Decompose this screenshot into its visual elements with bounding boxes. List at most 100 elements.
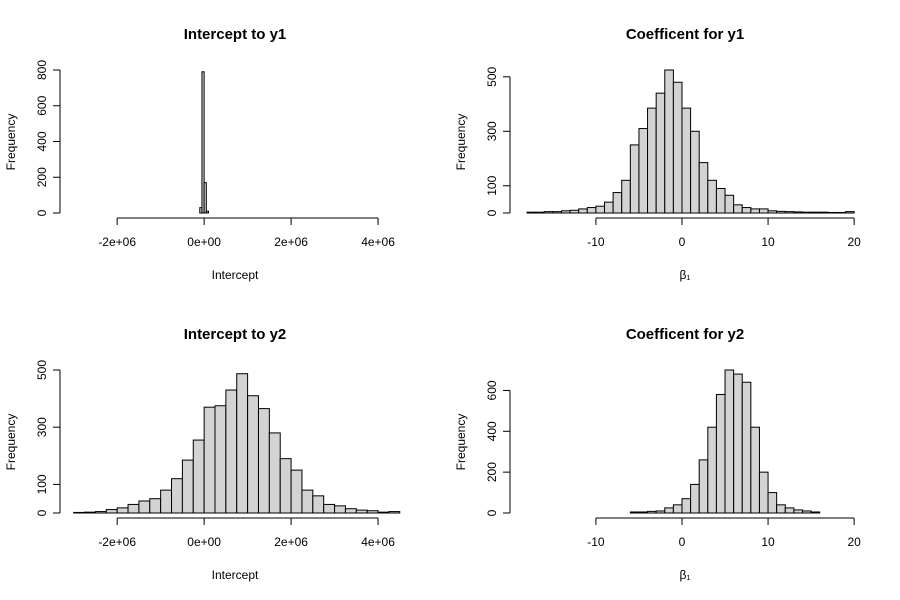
chart-title: Coefficent for y1 bbox=[626, 26, 744, 43]
bar bbox=[84, 511, 96, 514]
bar bbox=[344, 508, 357, 514]
bar bbox=[192, 439, 205, 514]
y-tick-label: 300 bbox=[485, 121, 499, 141]
bar bbox=[569, 209, 580, 214]
bar bbox=[116, 507, 129, 514]
bar bbox=[73, 511, 86, 514]
bar bbox=[793, 211, 803, 214]
bar bbox=[647, 510, 657, 514]
bar bbox=[733, 373, 743, 514]
bar bbox=[690, 130, 700, 214]
bar bbox=[827, 211, 838, 214]
bar bbox=[707, 426, 717, 514]
bar bbox=[323, 503, 336, 514]
x-tick-label: 0e+00 bbox=[187, 235, 221, 249]
bar bbox=[535, 211, 545, 214]
bar bbox=[138, 500, 151, 514]
y-tick-label: 0 bbox=[485, 509, 499, 516]
bar bbox=[149, 498, 162, 514]
chart-title: Intercept to y1 bbox=[184, 26, 287, 43]
y-tick-label: 500 bbox=[35, 360, 49, 380]
y-tick-label: 800 bbox=[35, 60, 49, 80]
bar bbox=[201, 71, 205, 214]
bar bbox=[655, 92, 666, 214]
bar bbox=[767, 492, 778, 514]
bar bbox=[664, 69, 674, 214]
bar bbox=[604, 201, 614, 214]
bar bbox=[784, 507, 795, 514]
bar bbox=[94, 511, 107, 514]
y-tick-label: 600 bbox=[35, 95, 49, 115]
bar bbox=[225, 389, 238, 514]
bar bbox=[257, 408, 270, 514]
bar bbox=[629, 144, 640, 214]
bar bbox=[698, 459, 709, 514]
bar bbox=[377, 511, 390, 514]
x-axis-label: Intercept bbox=[212, 268, 259, 282]
x-tick-label: -10 bbox=[587, 535, 605, 549]
x-tick-label: 4e+06 bbox=[361, 235, 395, 249]
bar bbox=[279, 458, 292, 514]
y-tick-label: 600 bbox=[485, 380, 499, 400]
bar bbox=[214, 405, 227, 514]
bar bbox=[690, 483, 700, 514]
bar bbox=[629, 511, 640, 514]
x-tick-label: -2e+06 bbox=[98, 535, 136, 549]
panel: Intercept to y2 Intercept Frequency -2e+06 0… bbox=[4, 326, 401, 582]
bar bbox=[203, 406, 216, 514]
bar bbox=[845, 211, 855, 214]
y-axis-label: Frequency bbox=[4, 414, 18, 471]
bar bbox=[707, 179, 717, 214]
x-axis-label: Intercept bbox=[212, 568, 259, 582]
bar bbox=[612, 192, 623, 214]
x-axis-label: β₁ bbox=[680, 268, 691, 282]
bar bbox=[171, 478, 183, 514]
bar bbox=[301, 489, 314, 514]
x-tick-label: -10 bbox=[587, 235, 605, 249]
x-tick-label: 0e+00 bbox=[187, 535, 221, 549]
bar bbox=[355, 509, 368, 514]
bar bbox=[160, 489, 173, 514]
x-tick-label: 0 bbox=[679, 535, 686, 549]
bar bbox=[638, 128, 649, 214]
chart-title: Coefficent for y2 bbox=[626, 326, 744, 343]
bar bbox=[758, 471, 769, 514]
bar bbox=[672, 81, 683, 214]
bar bbox=[724, 369, 735, 514]
bar bbox=[203, 182, 207, 214]
bar bbox=[205, 210, 209, 214]
bar bbox=[543, 211, 554, 214]
bar bbox=[655, 510, 666, 514]
y-tick-label: 300 bbox=[35, 417, 49, 437]
bar bbox=[810, 211, 821, 214]
y-axis-label: Frequency bbox=[454, 414, 468, 471]
x-tick-label: 0 bbox=[679, 235, 686, 249]
bar bbox=[236, 373, 249, 514]
bar bbox=[181, 459, 194, 514]
x-tick-label: 2e+06 bbox=[274, 535, 308, 549]
x-tick-label: -2e+06 bbox=[98, 235, 136, 249]
y-tick-label: 0 bbox=[35, 209, 49, 216]
y-tick-label: 100 bbox=[485, 175, 499, 195]
bar bbox=[681, 498, 692, 514]
bar bbox=[334, 505, 346, 514]
bar bbox=[750, 426, 760, 514]
bar bbox=[664, 507, 674, 514]
bar bbox=[647, 107, 657, 214]
bar bbox=[758, 208, 769, 214]
bar bbox=[793, 509, 803, 514]
bar bbox=[801, 211, 812, 214]
y-tick-label: 0 bbox=[35, 509, 49, 516]
bar bbox=[290, 469, 303, 514]
panel: Intercept to y1 Intercept Frequency -2e+06 0… bbox=[4, 26, 395, 282]
bar bbox=[724, 194, 735, 214]
bar bbox=[526, 211, 537, 214]
bar bbox=[388, 511, 401, 514]
y-axis-label: Frequency bbox=[454, 114, 468, 171]
y-tick-label: 500 bbox=[485, 66, 499, 86]
bar bbox=[638, 511, 649, 514]
bar bbox=[776, 504, 786, 514]
